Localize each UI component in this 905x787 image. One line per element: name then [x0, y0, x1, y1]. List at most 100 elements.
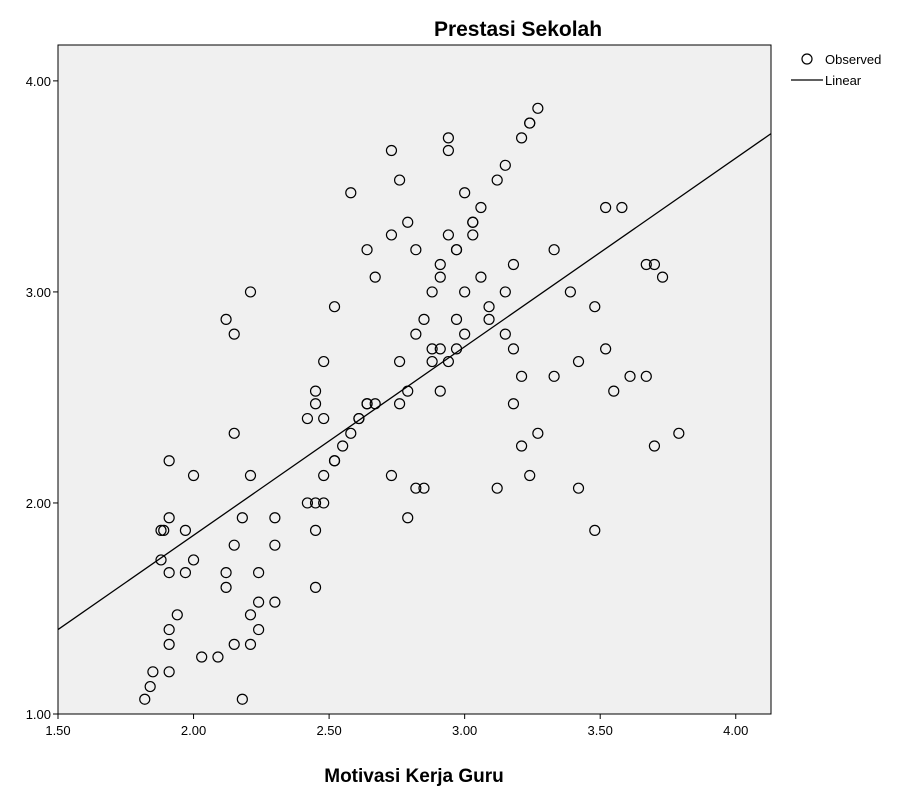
- observed-point: [345, 427, 357, 439]
- observed-point: [309, 581, 322, 593]
- x-tick-label: 3.50: [588, 723, 613, 738]
- observed-point: [318, 355, 330, 368]
- observed-point: [589, 524, 601, 536]
- observed-point: [589, 301, 601, 313]
- observed-point: [309, 385, 322, 397]
- legend-observed-label: Observed: [825, 52, 881, 67]
- observed-point: [648, 440, 661, 452]
- observed-point: [253, 567, 265, 579]
- x-tick-label: 2.00: [181, 723, 206, 738]
- observed-point: [442, 229, 454, 241]
- observed-point: [418, 313, 430, 325]
- observed-point: [253, 623, 265, 636]
- observed-point: [459, 187, 471, 199]
- observed-point: [393, 174, 406, 186]
- observed-point: [499, 328, 511, 340]
- observed-point: [337, 440, 349, 452]
- observed-point: [212, 651, 224, 663]
- observed-point: [434, 385, 446, 397]
- observed-point: [244, 469, 257, 482]
- observed-point: [328, 301, 341, 313]
- observed-point: [155, 554, 167, 566]
- observed-point: [656, 271, 669, 283]
- observed-point: [353, 412, 365, 425]
- x-axis: 1.50 2.00 2.50 3.00 3.50 4.00: [45, 714, 748, 738]
- x-tick-label: 1.50: [45, 723, 70, 738]
- y-tick-label: 1.00: [26, 707, 51, 722]
- observed-point: [228, 539, 240, 551]
- x-tick-label: 2.50: [316, 723, 341, 738]
- linear-fit-line: [57, 133, 772, 631]
- observed-point: [507, 398, 520, 410]
- observed-point: [228, 427, 240, 439]
- legend: Observed Linear: [791, 52, 881, 88]
- observed-point: [163, 623, 175, 636]
- observed-point: [328, 455, 341, 467]
- observed-point: [624, 370, 636, 382]
- observed-point: [361, 244, 373, 256]
- observed-point: [402, 216, 414, 228]
- observed-point: [426, 286, 438, 298]
- y-tick-label: 3.00: [26, 285, 51, 300]
- observed-point: [147, 666, 159, 678]
- observed-point: [459, 328, 471, 340]
- observed-point: [648, 258, 661, 271]
- x-tick-label: 3.00: [452, 723, 477, 738]
- observed-point: [318, 497, 330, 509]
- observed-point: [228, 638, 240, 650]
- observed-point: [253, 596, 265, 608]
- y-tick-label: 4.00: [26, 74, 51, 89]
- observed-point: [426, 343, 438, 355]
- legend-linear-label: Linear: [825, 73, 862, 88]
- observed-point: [491, 482, 503, 494]
- observed-point: [196, 651, 208, 663]
- observed-point: [393, 398, 406, 410]
- observed-point: [548, 244, 560, 256]
- observed-point: [673, 427, 685, 439]
- observed-point: [467, 229, 479, 241]
- observed-point: [301, 412, 314, 425]
- observed-point: [163, 512, 175, 524]
- observed-point: [475, 271, 487, 283]
- observed-point: [410, 482, 422, 494]
- observed-point: [318, 412, 330, 425]
- observed-point: [236, 512, 248, 524]
- observed-point: [410, 328, 422, 340]
- observed-point: [524, 117, 536, 129]
- observed-point: [640, 370, 652, 382]
- observed-point: [608, 385, 620, 397]
- observed-point: [475, 201, 487, 214]
- observed-point: [572, 355, 585, 368]
- observed-point: [309, 398, 322, 410]
- observed-point: [467, 216, 479, 228]
- observed-point: [434, 271, 446, 283]
- observed-point: [507, 343, 520, 355]
- plot-area: [57, 44, 772, 715]
- observed-point: [515, 132, 528, 144]
- observed-point: [640, 258, 652, 271]
- observed-point: [369, 271, 381, 283]
- observed-point: [269, 539, 281, 551]
- observed-point: [483, 313, 495, 325]
- observed-point: [616, 201, 628, 214]
- observed-point: [309, 497, 322, 509]
- observed-point: [155, 524, 167, 536]
- observed-point: [572, 482, 585, 494]
- observed-point: [228, 328, 240, 340]
- observed-point: [524, 469, 536, 482]
- observed-point: [163, 567, 175, 579]
- observed-point: [345, 187, 357, 199]
- x-axis-title: Motivasi Kerja Guru: [324, 766, 504, 787]
- observed-point: [515, 370, 528, 382]
- observed-point: [385, 469, 398, 482]
- observed-point: [179, 524, 192, 536]
- legend-observed-marker: [801, 53, 813, 65]
- observed-point: [236, 693, 248, 705]
- observed-point: [163, 455, 175, 467]
- chart-title: Prestasi Sekolah: [434, 18, 602, 41]
- observed-point: [393, 355, 406, 368]
- observed-point: [385, 144, 398, 157]
- observed-point: [318, 469, 330, 482]
- observed-point: [548, 370, 560, 382]
- observed-point: [459, 286, 471, 298]
